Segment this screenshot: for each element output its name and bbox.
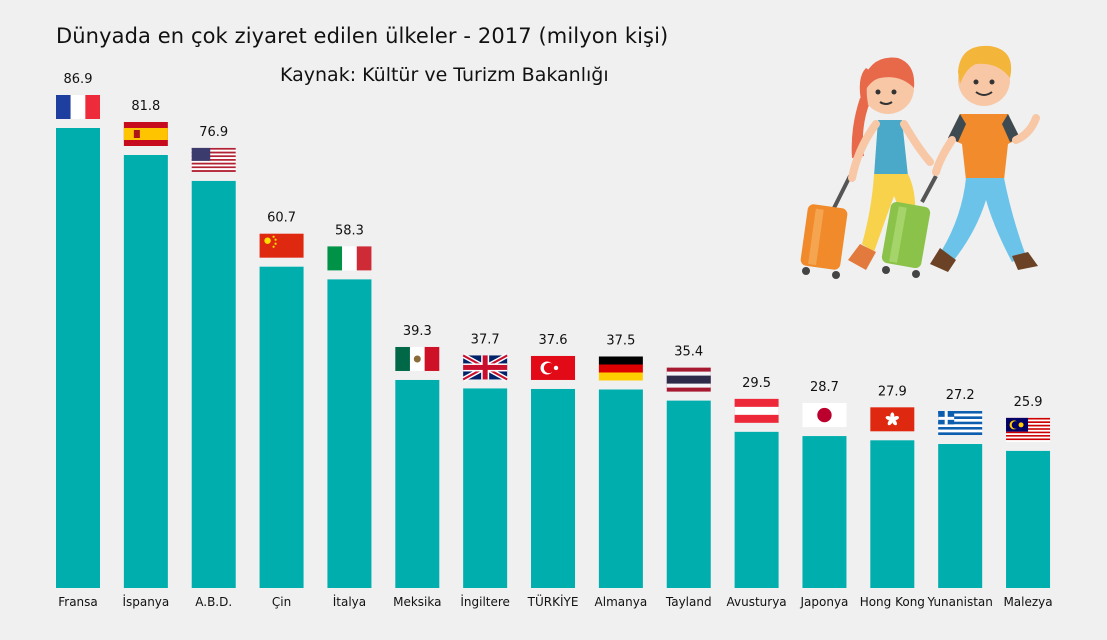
malaysia-flag-icon — [1006, 417, 1051, 442]
value-label: 27.9 — [878, 384, 907, 399]
mexico-flag-icon — [395, 346, 440, 371]
bar-Meksika — [395, 379, 440, 588]
bar-Almanya — [598, 389, 643, 588]
bar-TÜRKİYE — [531, 388, 576, 588]
bar-Japonya — [802, 436, 847, 588]
value-label: 25.9 — [1014, 395, 1043, 410]
value-label: 58.3 — [335, 223, 364, 238]
value-label: 37.5 — [606, 333, 635, 348]
france-flag-icon — [56, 95, 100, 119]
bar-Malezya — [1006, 450, 1051, 588]
italy-flag-icon — [327, 246, 372, 271]
category-label: İspanya — [122, 594, 169, 609]
category-label: Meksika — [393, 595, 441, 609]
value-label: 37.6 — [539, 333, 568, 348]
usa-flag-icon — [191, 147, 236, 172]
germany-flag-icon — [598, 356, 643, 381]
bar-İngiltere — [463, 388, 508, 588]
value-label: 35.4 — [674, 345, 703, 360]
china-flag-icon — [259, 233, 304, 258]
category-label: Hong Kong — [860, 595, 925, 609]
value-label: 27.2 — [946, 388, 975, 403]
bar-A.B.D. — [191, 180, 236, 589]
value-label: 39.3 — [403, 324, 432, 339]
category-label: A.B.D. — [195, 595, 232, 609]
greece-flag-icon — [938, 411, 983, 436]
category-label: Çin — [272, 595, 291, 609]
value-label: 29.5 — [742, 376, 771, 391]
turkey-flag-icon — [531, 355, 576, 380]
bar-Tayland — [666, 400, 711, 588]
value-label: 76.9 — [199, 125, 228, 140]
green-suitcase-icon — [881, 175, 938, 278]
value-label: 81.8 — [131, 99, 160, 114]
orange-suitcase-icon — [800, 175, 852, 279]
bar-İspanya — [123, 154, 168, 588]
value-label: 28.7 — [810, 380, 839, 395]
category-label: Yunanistan — [926, 595, 992, 609]
bar-Yunanistan — [938, 444, 983, 588]
category-label: Almanya — [595, 595, 648, 609]
man-figure-icon — [930, 45, 1040, 272]
value-label: 86.9 — [64, 72, 93, 87]
austria-flag-icon — [734, 398, 779, 423]
bar-Avusturya — [734, 431, 779, 588]
uk-flag-icon — [461, 353, 509, 382]
category-label: Fransa — [58, 595, 98, 609]
spain-flag-icon — [123, 121, 168, 146]
chart-source: Kaynak: Kültür ve Turizm Bakanlığı — [280, 64, 609, 86]
bar-Fransa — [56, 128, 100, 588]
category-label: Malezya — [1003, 595, 1052, 609]
bar-İtalya — [327, 279, 372, 588]
chart-title: Dünyada en çok ziyaret edilen ülkeler - … — [56, 24, 669, 48]
japan-flag-icon — [802, 403, 847, 428]
category-label: İtalya — [333, 594, 366, 609]
category-label: Japonya — [799, 595, 848, 609]
tourist-couple-illustration — [800, 45, 1040, 279]
value-label: 60.7 — [267, 211, 296, 226]
category-label: İngiltere — [460, 594, 510, 609]
category-label: TÜRKİYE — [527, 593, 579, 609]
category-label: Tayland — [665, 595, 712, 609]
bar-Çin — [259, 266, 304, 588]
value-label: 37.7 — [471, 332, 500, 347]
thailand-flag-icon — [666, 367, 711, 392]
bar-Hong Kong — [870, 440, 915, 588]
category-label: Avusturya — [727, 595, 787, 609]
hong-kong-flag-icon — [870, 407, 915, 432]
